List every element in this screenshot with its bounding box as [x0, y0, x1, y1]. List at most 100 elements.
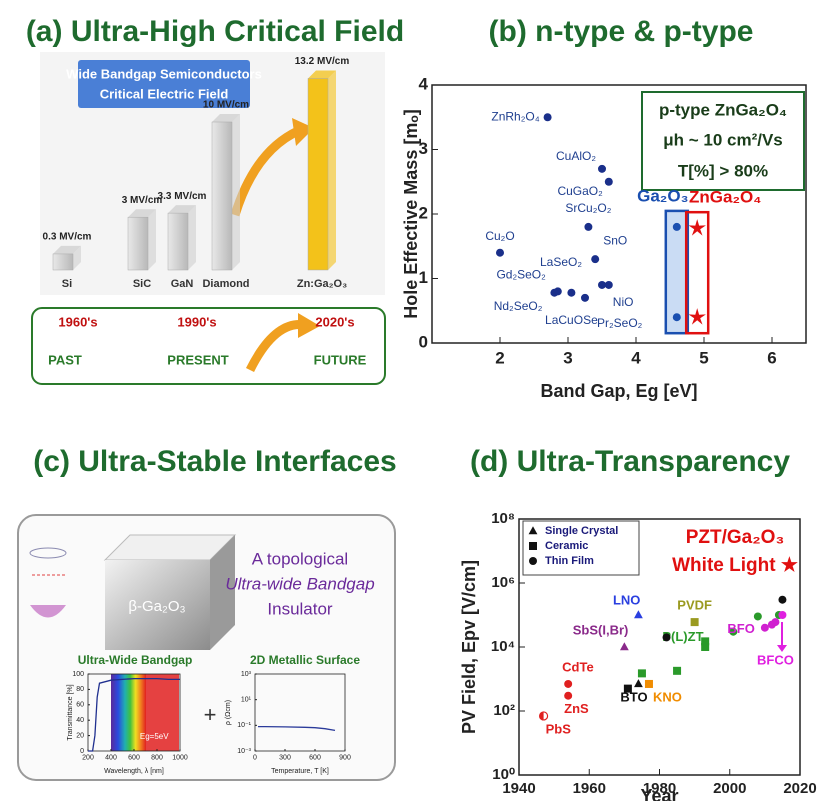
y-tick-label: 60 [76, 702, 84, 709]
y-axis-label: Hole Effective Mass [mₒ] [401, 109, 421, 318]
line [258, 725, 336, 732]
point-label: Nd₂SeO₂ [494, 299, 543, 313]
point [564, 679, 573, 688]
value-label: 3 MV/cm [122, 195, 163, 206]
point-label: CuAlO₂ [556, 149, 596, 163]
panel-title: (c) Ultra-Stable Interfaces [33, 445, 396, 478]
bar-side [148, 209, 156, 270]
header-text: Critical Electric Field [100, 86, 229, 101]
point-label: ZnRh₂O₄ [491, 109, 539, 123]
point [753, 612, 762, 621]
category-label: GaN [171, 278, 194, 290]
legend-label: Ceramic [545, 540, 588, 552]
point-label: P(L)ZT [662, 629, 703, 644]
y-tick-label: 10² [493, 702, 515, 719]
point [760, 623, 769, 632]
bar-side [328, 70, 336, 270]
y-tick-label: 20 [76, 732, 84, 739]
y-axis-label: PV Field, Epv [V/cm] [459, 560, 479, 734]
legend-marker [528, 526, 538, 535]
icon [29, 547, 67, 559]
point [644, 679, 653, 688]
annotation: T[%] > 80% [678, 161, 768, 180]
y-tick-label: 10⁻¹ [237, 722, 251, 729]
point-label: LNO [613, 592, 640, 607]
point-label: PVDF [677, 598, 712, 613]
point [771, 618, 780, 627]
y-tick-label: 0 [80, 748, 84, 755]
y-tick-label: 40 [76, 717, 84, 724]
x-tick-label: 1000 [172, 754, 188, 761]
cube-side [210, 535, 235, 650]
era-label: PAST [48, 352, 82, 367]
point [634, 679, 643, 688]
point-label: BFCO [757, 652, 794, 667]
plus: + [204, 702, 217, 727]
point [688, 219, 706, 236]
point [604, 280, 613, 289]
header-text: Wide Bandgap Semiconductors [66, 66, 262, 81]
bar-top [308, 70, 336, 79]
era: 1990's [177, 314, 216, 329]
x-tick-label: 200 [82, 754, 94, 761]
bar-top [128, 209, 156, 218]
point [672, 222, 681, 231]
value-label: 3.3 MV/cm [158, 191, 207, 202]
y-tick-label: 10⁸ [491, 510, 515, 527]
annotation: Eg=5eV [140, 732, 169, 741]
annotation-box [641, 91, 805, 191]
point-label: SnO [603, 233, 627, 247]
y-tick-label: 10⁴ [491, 638, 515, 655]
value-label: 13.2 MV/cm [295, 56, 350, 67]
point [581, 293, 589, 302]
spectrum [146, 674, 179, 751]
chart-title: Ultra-Wide Bandgap [78, 653, 193, 667]
x-tick-label: 1940 [502, 780, 535, 797]
x-tick-label: 5 [699, 349, 708, 368]
point [619, 642, 629, 651]
point-label: Gd₂SeO₂ [496, 268, 546, 282]
bar-top [53, 245, 81, 254]
point [778, 595, 787, 604]
material: β-Ga₂O₃ [128, 598, 185, 615]
point-label: SbS(I,Br) [573, 622, 629, 637]
plot-frame [254, 673, 346, 752]
y-tick-label: 100 [72, 671, 84, 678]
era: 2020's [315, 314, 354, 329]
point [496, 248, 504, 257]
era-label: FUTURE [314, 352, 367, 367]
point-label: NiO [613, 295, 634, 309]
annotation: PZT/Ga₂O₃ [686, 527, 785, 548]
point [673, 666, 682, 675]
x-tick-label: 800 [151, 754, 163, 761]
panel-title: (b) n-type & p-type [489, 15, 754, 48]
legend-marker [529, 542, 537, 550]
line [88, 677, 180, 752]
timeline-arrow-head [298, 313, 320, 338]
cube-front [105, 560, 210, 650]
point [598, 280, 606, 289]
x-tick-label: 4 [631, 349, 641, 368]
y-tick-label: 4 [419, 74, 429, 93]
point-half [539, 711, 544, 720]
bar [52, 253, 74, 271]
category-label: Diamond [202, 278, 249, 290]
category-label: SiC [133, 278, 151, 290]
x-tick-label: 1980 [643, 780, 676, 797]
point-label: BTO [620, 689, 647, 704]
point [564, 691, 573, 700]
x-axis-label: Wavelength, λ [nm] [104, 768, 164, 775]
description: Ultra-wide Bandgap [225, 574, 374, 593]
x-tick-label: 3 [563, 349, 572, 368]
point [637, 669, 646, 678]
x-tick-label: 600 [309, 754, 321, 761]
bar-side [188, 205, 196, 270]
point [701, 643, 710, 651]
x-tick-label: 6 [767, 349, 776, 368]
y-tick-label: 2 [419, 203, 428, 222]
bar [127, 216, 149, 271]
point [550, 288, 559, 297]
header-box [78, 60, 250, 108]
value-label: 0.3 MV/cm [43, 232, 92, 243]
era: 1960's [58, 314, 97, 329]
